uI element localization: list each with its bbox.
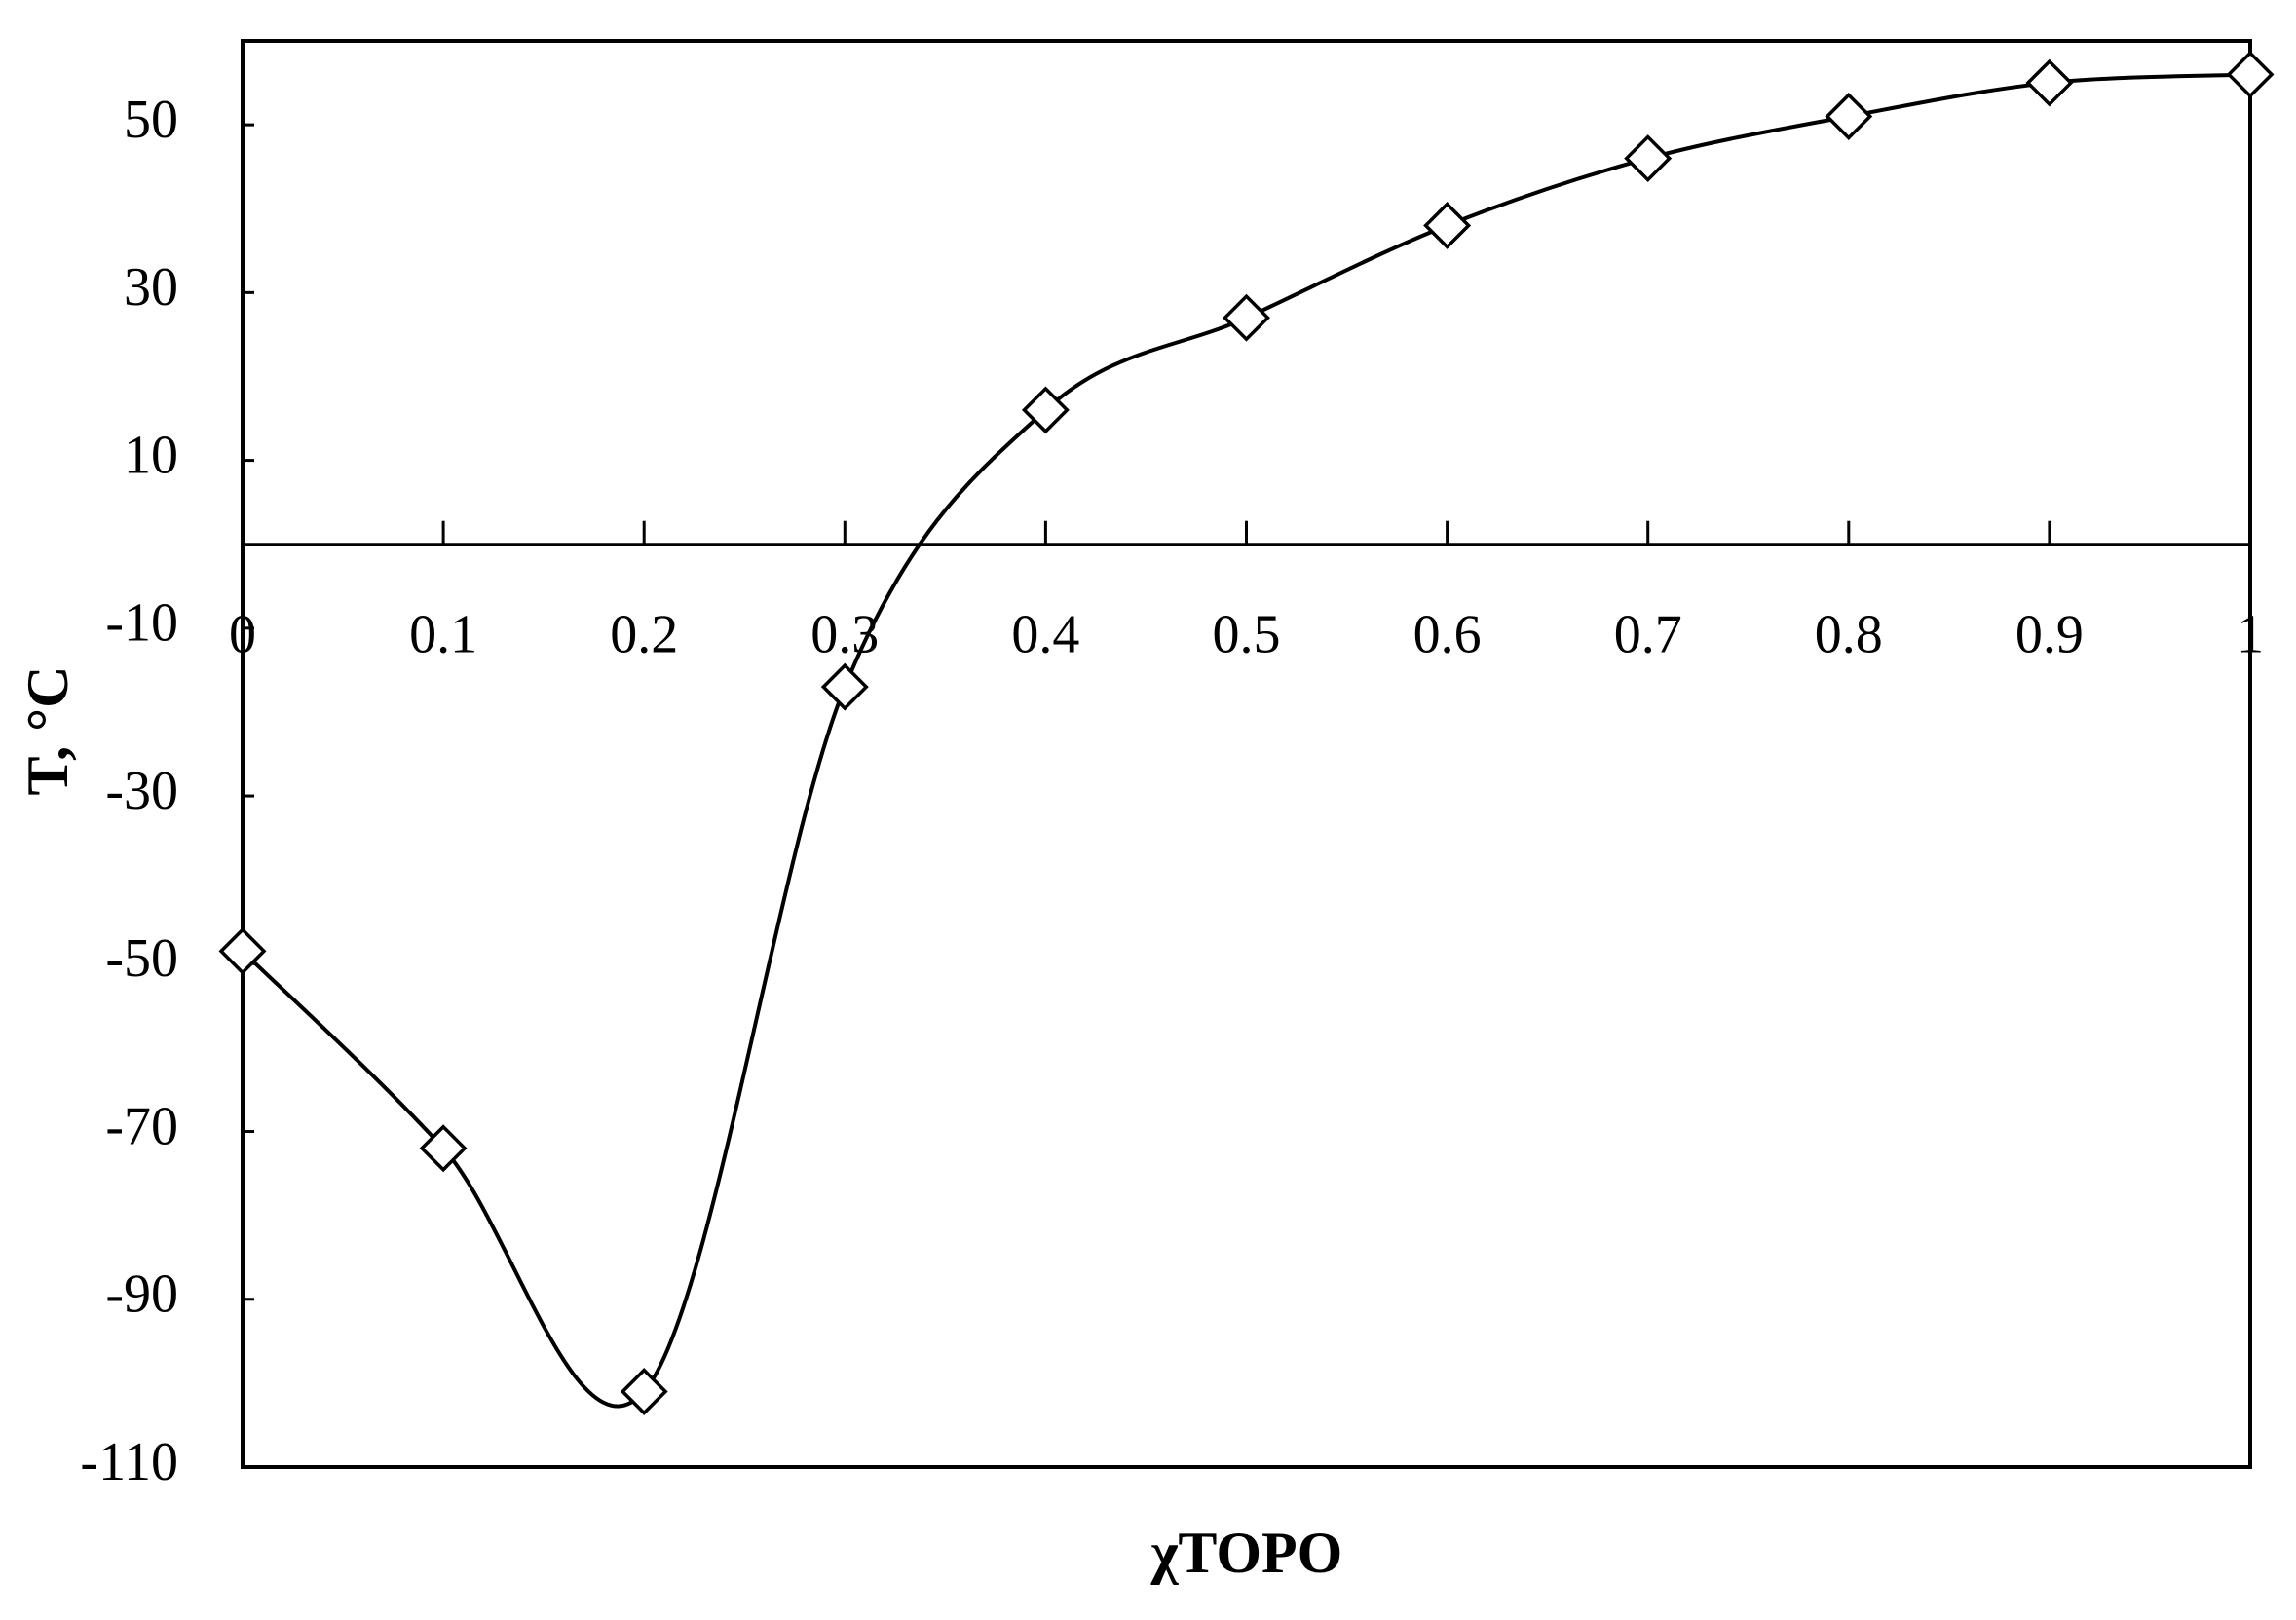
x-tick-label: 0.7 <box>1614 605 1682 665</box>
data-point <box>1624 134 1673 183</box>
plot-frame <box>241 39 2252 1469</box>
x-axis-title: χTOPO <box>1150 1521 1343 1585</box>
y-tick-label: 50 <box>124 90 178 150</box>
x-tick-label: 0.2 <box>610 605 678 665</box>
series-line <box>241 72 2251 1409</box>
data-point <box>218 926 267 975</box>
y-tick-label: -110 <box>80 1432 178 1492</box>
data-point <box>2226 50 2275 98</box>
x-tick-label: 0.9 <box>2015 605 2084 665</box>
y-tick-label: 30 <box>124 257 178 318</box>
data-point <box>419 1124 468 1173</box>
y-tick-label: -90 <box>105 1264 178 1325</box>
data-point <box>620 1368 668 1415</box>
y-tick-label: 10 <box>124 425 178 485</box>
x-tick-label: 1 <box>2237 605 2264 665</box>
x-tick-label: 0 <box>229 605 256 665</box>
data-point <box>1825 93 1873 140</box>
y-axis-title: T, °C <box>16 666 80 796</box>
data-point <box>1223 293 1270 342</box>
data-point <box>820 662 869 711</box>
data-point <box>1423 201 1472 249</box>
x-tick-label: 0.6 <box>1413 605 1482 665</box>
data-point <box>2025 58 2074 107</box>
x-tick-label: 0.1 <box>409 605 477 665</box>
y-tick-label: -50 <box>105 928 178 989</box>
data-point <box>1021 386 1070 434</box>
x-tick-label: 0.5 <box>1213 605 1281 665</box>
y-tick-label: -10 <box>105 593 178 654</box>
y-tick-label: -70 <box>105 1096 178 1156</box>
x-tick-label: 0.4 <box>1011 605 1079 665</box>
x-tick-label: 0.8 <box>1815 605 1883 665</box>
y-tick-label: -30 <box>105 761 178 821</box>
